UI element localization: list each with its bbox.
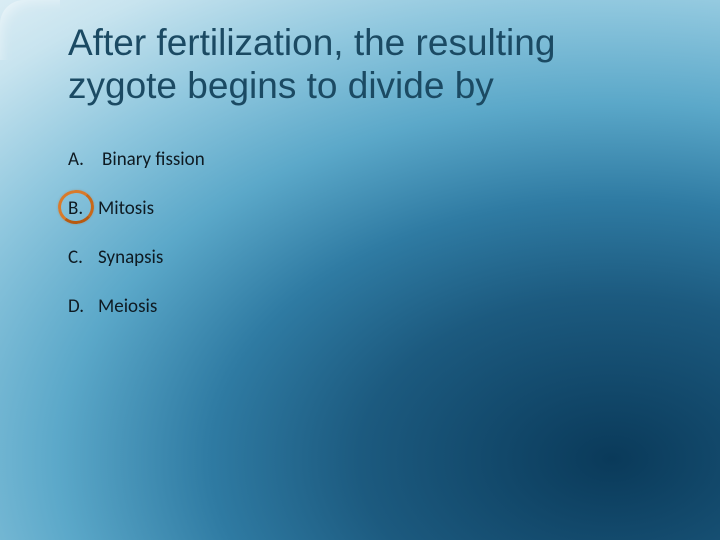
option-b: B. Mitosis <box>68 197 628 220</box>
option-letter: A. <box>68 148 102 171</box>
option-a: A. Binary fission <box>68 148 628 171</box>
option-letter: D. <box>68 295 98 318</box>
corner-shadow-bottom-right <box>580 400 720 540</box>
option-text: Binary fission <box>102 148 205 171</box>
option-text: Synapsis <box>98 246 163 269</box>
option-letter: C. <box>68 246 98 269</box>
slide: After fertilization, the resulting zygot… <box>0 0 720 540</box>
option-text: Meiosis <box>98 295 157 318</box>
option-c: C. Synapsis <box>68 246 628 269</box>
option-d: D. Meiosis <box>68 295 628 318</box>
option-text: Mitosis <box>98 197 154 220</box>
slide-title: After fertilization, the resulting zygot… <box>68 22 658 107</box>
corner-highlight-top-left <box>0 0 60 60</box>
answer-options: A. Binary fission B. Mitosis C. Synapsis… <box>68 148 628 344</box>
